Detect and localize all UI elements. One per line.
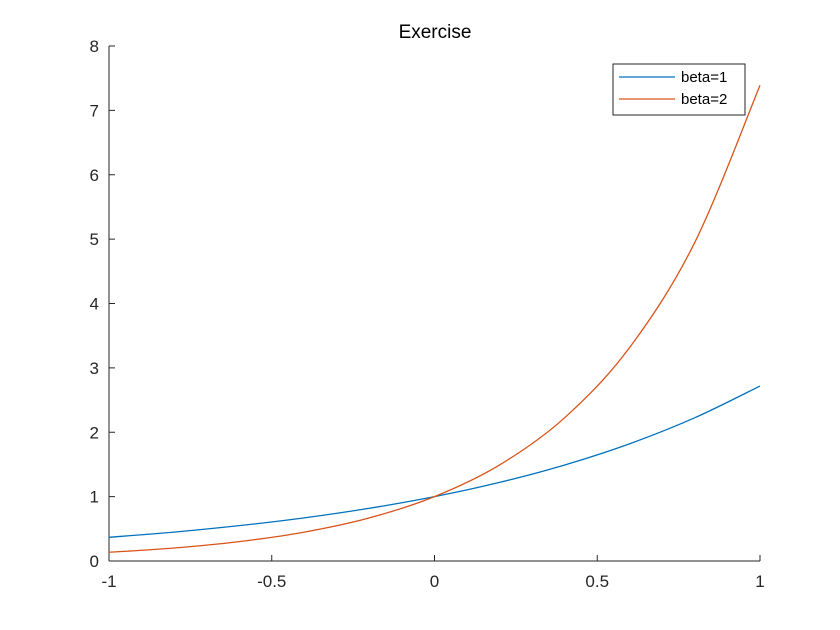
y-tick-label: 3 xyxy=(90,359,99,378)
x-tick-label: -1 xyxy=(101,572,116,591)
legend-box xyxy=(612,63,746,116)
y-tick-label: 4 xyxy=(90,295,99,314)
chart-title: Exercise xyxy=(399,22,472,43)
y-tick-label: 7 xyxy=(90,101,99,120)
x-tick-label: -0.5 xyxy=(257,572,286,591)
series-line-beta=1 xyxy=(108,385,761,538)
series-line-beta=2 xyxy=(108,85,761,553)
plot-lines xyxy=(108,85,761,553)
x-tick-label: 1 xyxy=(755,572,764,591)
y-tick-label: 8 xyxy=(90,37,99,56)
y-tick-label: 6 xyxy=(90,166,99,185)
x-tick-label: 0 xyxy=(430,572,439,591)
y-tick-label: 2 xyxy=(90,423,99,442)
y-tick-label: 5 xyxy=(90,230,99,249)
axes: -1 -0.5 0 0.5 1 0 1 2 3 4 5 6 7 8 xyxy=(90,37,765,591)
legend-label: beta=2 xyxy=(681,91,727,108)
y-tick-label: 1 xyxy=(90,488,99,507)
legend-label: beta=1 xyxy=(681,69,727,86)
y-tick-label: 0 xyxy=(90,552,99,571)
x-tick-label: 0.5 xyxy=(585,572,609,591)
legend: beta=1 beta=2 xyxy=(612,63,746,116)
